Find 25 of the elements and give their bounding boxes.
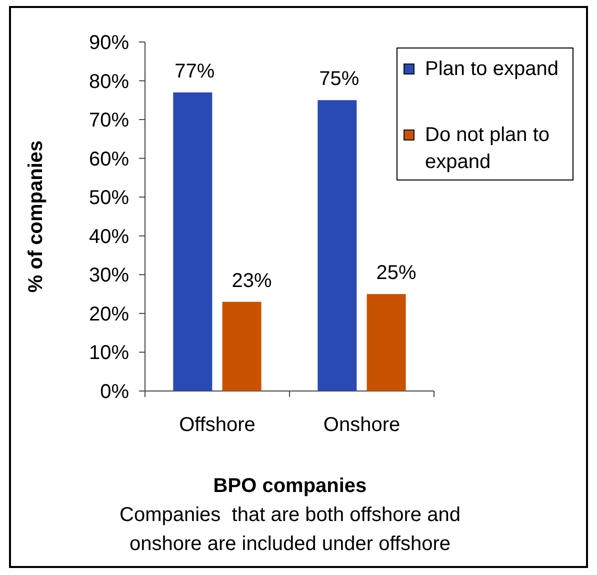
- x-tick-label: Onshore: [323, 414, 400, 436]
- x-axis-title: BPO companies: [213, 475, 367, 497]
- y-tick-label: 60%: [88, 148, 130, 170]
- bar: [366, 294, 406, 391]
- y-tick-label: 80%: [88, 70, 130, 93]
- data-label: 77%: [174, 60, 215, 82]
- y-tick-label: 0%: [100, 381, 130, 403]
- y-tick-label: 30%: [88, 264, 130, 287]
- y-tick-label: 50%: [88, 187, 130, 210]
- bar: [318, 100, 357, 391]
- bar: [222, 302, 262, 391]
- data-label: 25%: [376, 262, 417, 284]
- y-tick-label: 70%: [88, 110, 130, 132]
- data-label: 75%: [319, 68, 360, 90]
- bar: [173, 92, 212, 391]
- text: Companies that are both offshore and onshore are included under offshore: [120, 504, 460, 555]
- x-tick-label: Offshore: [179, 414, 256, 436]
- y-tick-label: 10%: [88, 342, 130, 364]
- y-tick-label: 20%: [88, 303, 130, 326]
- y-tick-label: 90%: [88, 32, 130, 54]
- y-axis-title: % of companies: [25, 140, 47, 293]
- legend-label: Plan to expand: [425, 58, 558, 80]
- legend-label: Do not plan to expand: [425, 124, 550, 173]
- data-label: 23%: [232, 270, 272, 292]
- y-tick-label: 40%: [88, 226, 130, 248]
